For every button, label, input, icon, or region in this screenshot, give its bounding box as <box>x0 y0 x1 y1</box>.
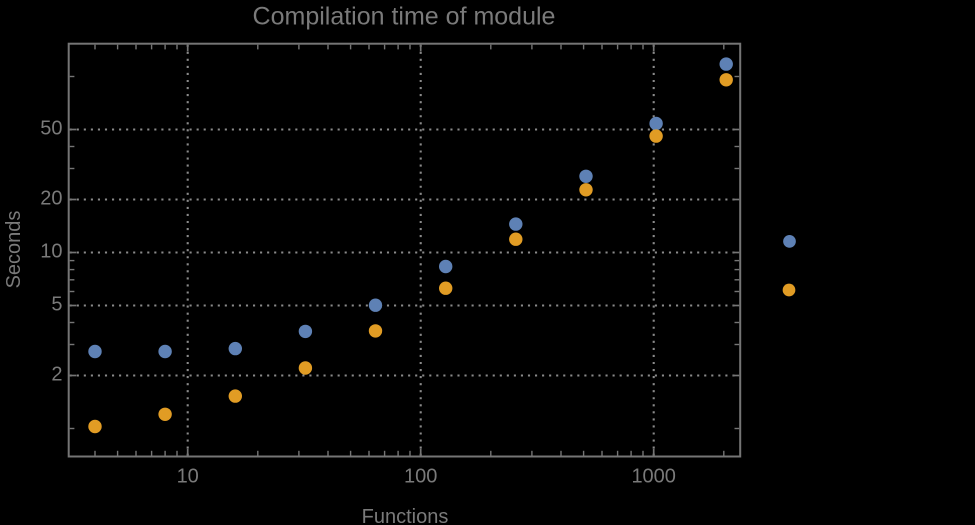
svg-text:50: 50 <box>40 117 62 139</box>
svg-text:Compilation time of module: Compilation time of module <box>253 3 556 31</box>
svg-text:20: 20 <box>40 187 62 209</box>
svg-text:Functions: Functions <box>362 506 449 525</box>
svg-text:10: 10 <box>177 466 199 488</box>
svg-text:1000: 1000 <box>631 466 676 488</box>
svg-text:100: 100 <box>404 466 437 488</box>
svg-text:5: 5 <box>51 293 62 315</box>
svg-text:10: 10 <box>40 240 62 262</box>
svg-text:Seconds: Seconds <box>3 211 25 289</box>
svg-text:2: 2 <box>51 363 62 385</box>
